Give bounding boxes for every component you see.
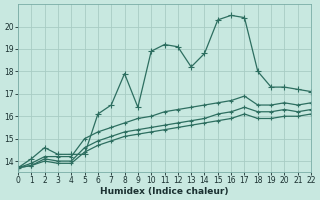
X-axis label: Humidex (Indice chaleur): Humidex (Indice chaleur) (100, 187, 229, 196)
